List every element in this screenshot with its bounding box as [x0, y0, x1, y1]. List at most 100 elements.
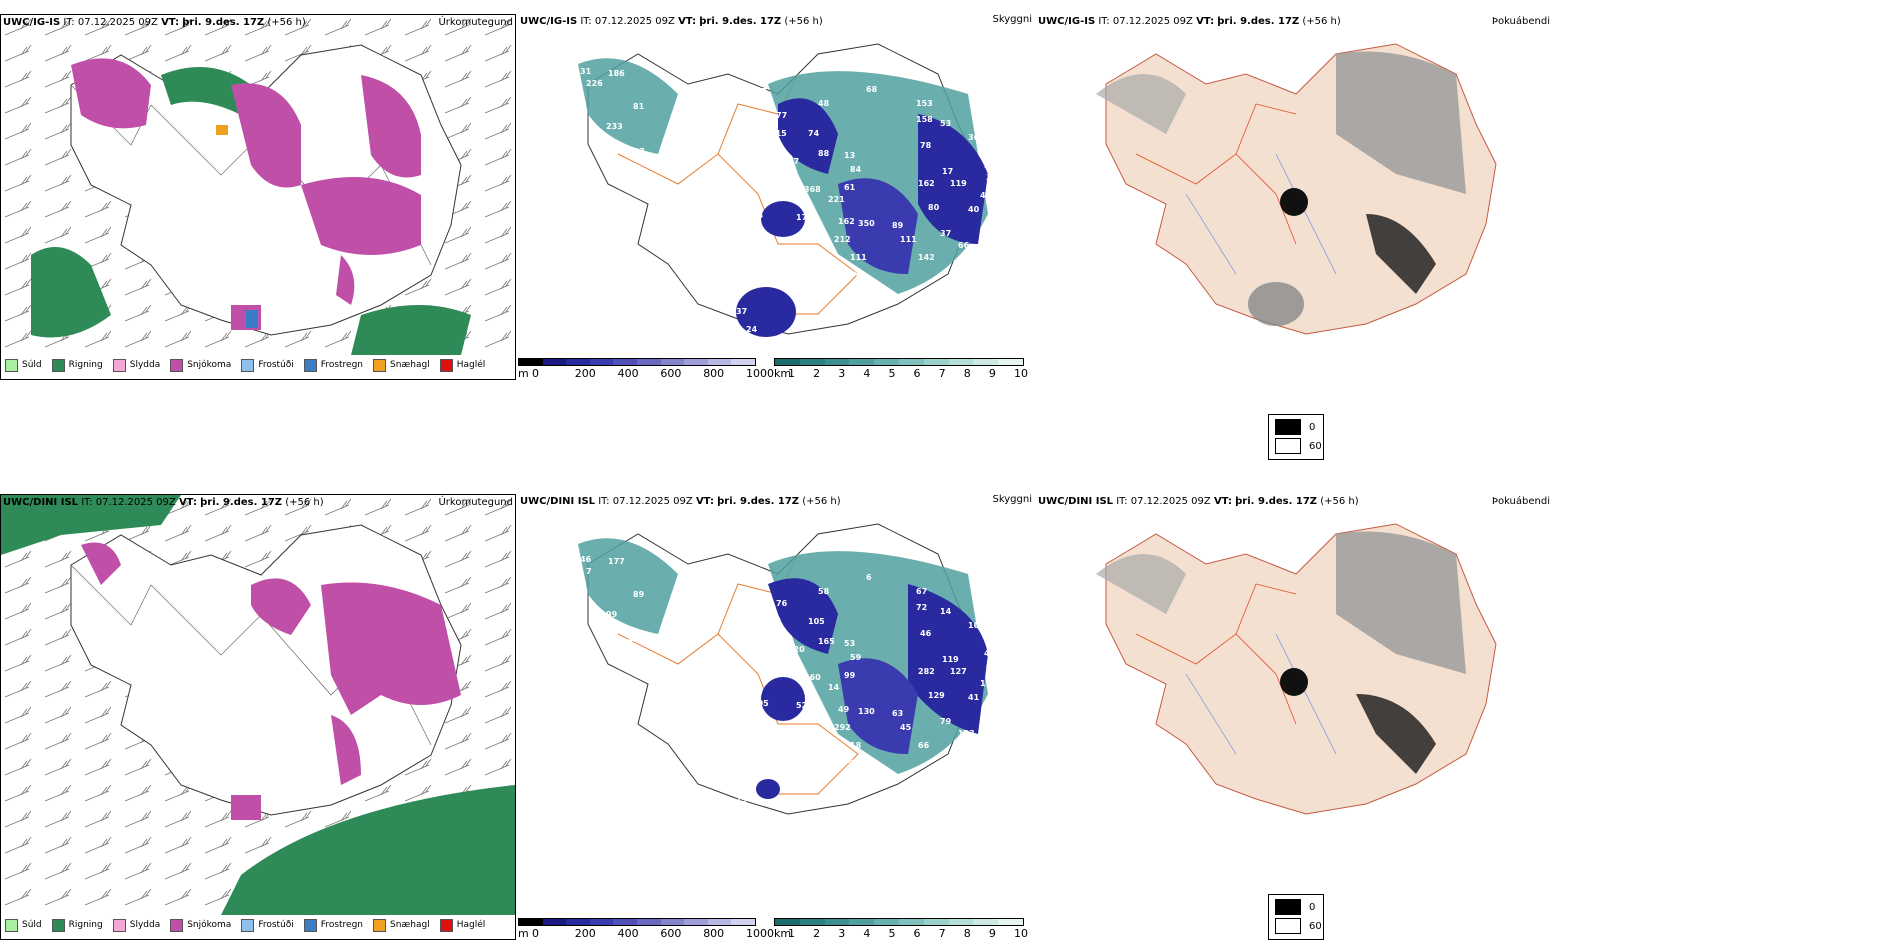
scale-tick-label: 2 [813, 927, 821, 940]
legend-item: Rigning [51, 918, 103, 932]
legend-swatch [241, 358, 255, 372]
scale-tick-label: 800 [703, 927, 725, 940]
it-label: IT: [598, 496, 610, 507]
visibility-value-label: 35 [986, 173, 998, 182]
visibility-value-label: 74 [808, 129, 820, 138]
legend-swatch [112, 358, 126, 372]
visibility-value-label: 162 [918, 179, 935, 188]
scale-step [874, 359, 899, 365]
panel-header-row1-ceiling: UWC/IG-IS IT: 07.12.2025 09Z VT: þri. 9.… [520, 16, 823, 27]
scale-step [849, 919, 875, 925]
scale-step [824, 359, 850, 365]
scale-tick-label: 1 [788, 367, 795, 380]
scale-step [973, 359, 999, 365]
visibility-value-label: 13 [844, 151, 855, 160]
scale-tick-label: 8 [963, 927, 971, 940]
visibility-value-label: 72 [916, 603, 927, 612]
panel-title-skyggni-row2: Skyggni [992, 494, 1032, 505]
scale-unit: km [774, 927, 792, 940]
scale-unit: m [518, 927, 529, 940]
it-label: IT: [81, 497, 93, 508]
scale-step [589, 359, 614, 365]
scale-step [948, 919, 974, 925]
visibility-value-label: 40 [968, 205, 980, 214]
panel-title-precip-row2: Úrkomutegund [438, 497, 513, 508]
fog-panel-row2: UWC/DINI ISL IT: 07.12.2025 09Z VT: þri.… [1036, 494, 1552, 940]
visibility-value-label: 119 [942, 655, 959, 664]
visibility-value-label: 17 [796, 213, 807, 222]
fog-legend-label: 60 [1309, 920, 1322, 932]
ceiling-panel-row2: 46 177 7 89 75 99 49 54 58 76 6 88 105 165 120 67 72 14 46… [518, 494, 1034, 940]
legend-swatch [373, 358, 387, 372]
scale-step [923, 359, 949, 365]
visibility-value-label: 49 [628, 635, 640, 644]
scale-step [898, 919, 924, 925]
model-name: UWC/DINI ISL [520, 496, 596, 507]
scale-tick-label: 7 [938, 927, 946, 940]
lead-time: (+56 h) [285, 497, 324, 508]
scale-step [660, 919, 685, 925]
visibility-value-label: 260 [804, 673, 821, 682]
it-label: IT: [580, 16, 592, 27]
scale-step [799, 919, 825, 925]
valid-time: þri. 9.des. 17Z [699, 16, 782, 27]
legend-item: Slydda [112, 918, 160, 932]
visibility-value-label: 177 [608, 557, 625, 566]
scale-tick-label: 6 [913, 927, 921, 940]
visibility-value-label: 73 [736, 795, 747, 804]
visibility-value-label: 350 [858, 219, 875, 228]
scale-tick-label: 2 [813, 367, 821, 380]
visibility-value-label: 53 [940, 119, 951, 128]
precip-legend-row2: Súld Rigning Slydda Snjókoma Frostúði Frostre… [5, 917, 485, 933]
visibility-value-label: 54 [756, 575, 768, 584]
scale-colorbar [518, 918, 756, 926]
model-name: UWC/IG-IS [1038, 16, 1096, 27]
visibility-value-label: 59 [850, 653, 862, 662]
visibility-value-label: 111 [900, 235, 917, 244]
legend-item: Snæhagl [373, 918, 430, 932]
rain-area [221, 785, 515, 915]
visibility-value-label: 105 [808, 617, 825, 626]
scale-step [707, 359, 732, 365]
vt-label: VT: [695, 496, 714, 507]
visibility-value-label: 45 [900, 723, 912, 732]
precip-map-row2 [1, 495, 515, 915]
init-time: 07.12.2025 09Z [1130, 496, 1211, 507]
visibility-value-label: 88 [818, 149, 830, 158]
legend-label: Snjókoma [187, 920, 232, 930]
scale-step [948, 359, 974, 365]
fog-legend-row2: 0 60 [1268, 894, 1324, 940]
legend-swatch [170, 358, 184, 372]
fog-legend-row: 60 [1275, 438, 1322, 454]
ceiling-map-row1: 31 186 226 81 7 233 117 97 48 77 68 115 74 88 67 153 158… [568, 43, 999, 337]
visibility-value-label: 43 [986, 661, 997, 670]
visibility-value-label: 61 [844, 183, 856, 192]
scale-tick-label: 5 [888, 927, 896, 940]
scale-tick-label: 1 [788, 927, 795, 940]
visibility-value-label: 158 [916, 115, 933, 124]
legend-swatch [5, 358, 18, 372]
fog-legend-row: 60 [1275, 918, 1322, 934]
scale-tick-label: 10 [1014, 367, 1028, 380]
visibility-value-label: 48 [818, 99, 830, 108]
scale-tick-label: 5 [888, 367, 896, 380]
legend-item: Frostúði [241, 918, 294, 932]
legend-label: Snjókoma [187, 360, 232, 370]
visibility-value-label: 89 [633, 590, 645, 599]
init-time: 07.12.2025 09Z [612, 496, 693, 507]
legend-label: Frostregn [320, 920, 364, 930]
scale-step [799, 359, 825, 365]
scale-step [589, 919, 614, 925]
visibility-value-label: 67 [916, 587, 927, 596]
scale-step [775, 359, 800, 365]
visibility-value-label: 63 [848, 757, 859, 766]
vt-label: VT: [1213, 496, 1232, 507]
fog-legend-swatch [1275, 438, 1301, 454]
legend-swatch [51, 358, 65, 372]
visibility-value-label: 153 [916, 99, 933, 108]
visibility-value-label: 41 [968, 693, 980, 702]
scale-step [519, 919, 543, 925]
scale-step [849, 359, 875, 365]
valid-time: þri. 9.des. 17Z [1217, 16, 1300, 27]
legend-item: Haglél [439, 358, 485, 372]
